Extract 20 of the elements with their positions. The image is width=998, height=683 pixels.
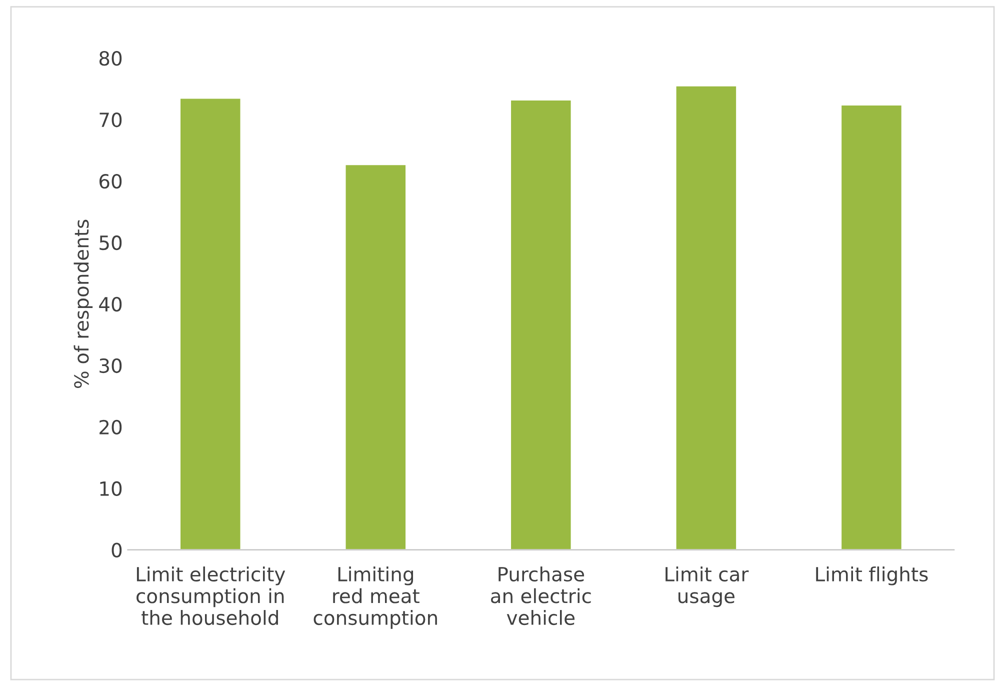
y-tick-label: 60 bbox=[100, 174, 122, 189]
bar bbox=[344, 164, 407, 550]
x-tick-label: Limit flights bbox=[816, 566, 928, 586]
y-tick-label: 40 bbox=[99, 296, 122, 312]
bar bbox=[510, 99, 572, 550]
y-tick-label: 10 bbox=[100, 481, 122, 496]
y-tick-label: 20 bbox=[100, 420, 122, 435]
bar bbox=[840, 104, 903, 550]
y-tick-label: 0 bbox=[112, 542, 122, 558]
y-tick-label: 30 bbox=[100, 358, 122, 374]
x-tick-label: Limiting red meat consumption bbox=[314, 566, 437, 629]
y-tick-label: 70 bbox=[100, 112, 122, 128]
y-axis-title: % of respondents bbox=[74, 220, 93, 388]
bar bbox=[674, 85, 738, 550]
x-tick-label: Limit electricity consumption in the household bbox=[136, 566, 286, 626]
y-tick-label: 50 bbox=[100, 235, 122, 250]
x-tick-label: Limit car usage bbox=[666, 566, 749, 608]
x-tick-label: Purchase an electric vehicle bbox=[491, 566, 591, 626]
y-tick-label: 80 bbox=[99, 51, 122, 66]
bar bbox=[179, 97, 242, 550]
